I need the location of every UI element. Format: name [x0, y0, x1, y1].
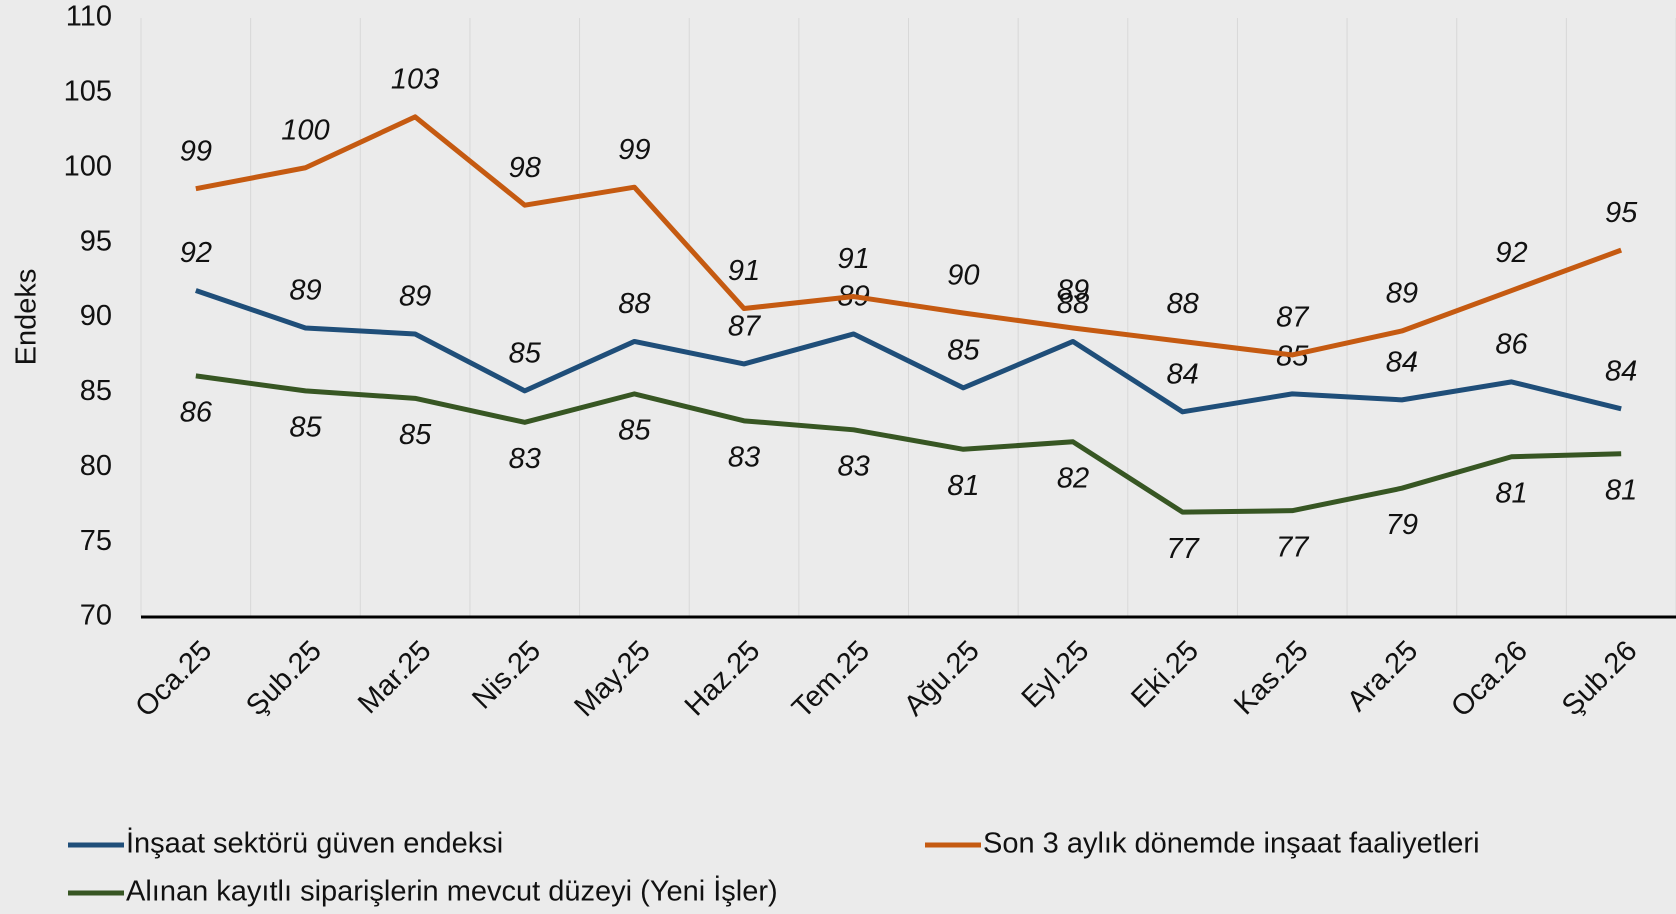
- data-label: 77: [1166, 533, 1200, 565]
- legend-label: Alınan kayıtlı siparişlerin mevcut düzey…: [126, 875, 778, 908]
- y-tick-label: 85: [80, 375, 112, 407]
- y-tick-label: 105: [64, 76, 112, 108]
- data-label: 85: [399, 419, 432, 451]
- data-label: 85: [618, 415, 651, 447]
- data-label: 84: [1166, 358, 1198, 390]
- y-axis-label: Endeks: [11, 269, 43, 366]
- data-label: 91: [838, 243, 870, 275]
- data-label: 103: [391, 63, 439, 95]
- data-label: 100: [281, 114, 329, 146]
- data-label: 86: [180, 397, 213, 429]
- data-label: 84: [1605, 356, 1637, 388]
- data-label: 84: [1386, 347, 1418, 379]
- data-label: 82: [1057, 462, 1089, 494]
- y-tick-label: 90: [80, 300, 112, 332]
- data-label: 92: [180, 237, 212, 269]
- data-label: 77: [1276, 531, 1310, 563]
- data-label: 83: [509, 443, 541, 475]
- y-tick-label: 70: [80, 600, 112, 632]
- data-label: 95: [1605, 197, 1638, 229]
- data-label: 81: [1495, 477, 1527, 509]
- data-label: 83: [838, 450, 870, 482]
- legend-label: Son 3 aylık dönemde inşaat faaliyetleri: [983, 828, 1480, 860]
- series-line: [195, 373, 1622, 515]
- data-label: 85: [289, 412, 322, 444]
- data-label: 85: [947, 335, 980, 367]
- y-tick-label: 95: [80, 225, 112, 257]
- data-label: 99: [618, 134, 650, 166]
- data-label: 90: [947, 260, 979, 292]
- data-label: 85: [509, 338, 542, 370]
- data-label: 89: [289, 275, 321, 307]
- data-label: 98: [509, 152, 541, 184]
- data-label: 79: [1386, 509, 1418, 541]
- data-label: 81: [1605, 474, 1637, 506]
- data-label: 89: [1057, 275, 1089, 307]
- data-label: 91: [728, 255, 760, 287]
- y-tick-label: 100: [64, 150, 112, 182]
- data-label: 88: [1166, 288, 1198, 320]
- data-label: 86: [1495, 329, 1528, 361]
- data-label: 88: [618, 288, 650, 320]
- data-label: 88: [1057, 288, 1089, 320]
- data-label: 87: [728, 311, 762, 343]
- y-tick-label: 110: [66, 1, 112, 33]
- legend-label: İnşaat sektörü güven endeksi: [126, 827, 503, 860]
- data-label: 83: [728, 441, 760, 473]
- data-label: 92: [1495, 237, 1527, 269]
- data-label: 99: [180, 135, 212, 167]
- data-label: 89: [1386, 278, 1418, 310]
- series-line: [195, 288, 1622, 415]
- y-tick-label: 75: [80, 525, 112, 557]
- series-line: [195, 114, 1623, 358]
- data-label: 81: [947, 470, 979, 502]
- data-label: 89: [399, 281, 431, 313]
- y-tick-label: 80: [80, 450, 112, 482]
- data-label: 87: [1276, 302, 1310, 334]
